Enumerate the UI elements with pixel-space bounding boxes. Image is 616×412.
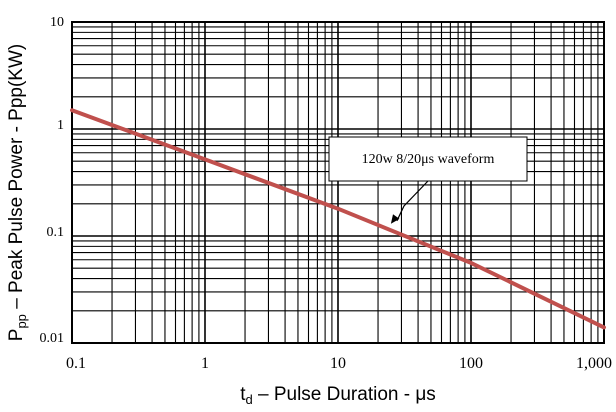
annotation: 120w 8/20μs waveform xyxy=(328,136,528,224)
annotation-arrowhead xyxy=(390,214,400,224)
x-axis-title-main: t xyxy=(240,384,246,405)
y-tick-label: 1 xyxy=(57,118,64,133)
x-tick-label: 10 xyxy=(330,355,346,372)
y-axis-title-rest: – Peak Pulse Power - Ppp(KW) xyxy=(6,44,27,314)
x-axis-title-subscript: d xyxy=(245,392,252,407)
annotation-text: 120w 8/20μs waveform xyxy=(362,152,495,167)
x-axis-title-rest: – Pulse Duration - μs xyxy=(253,384,436,405)
annotation-box xyxy=(328,136,528,182)
x-axis-title: td – Pulse Duration - μs xyxy=(240,384,436,407)
y-tick-label: 0.01 xyxy=(40,331,65,346)
y-tick-label: 0.1 xyxy=(47,225,65,240)
y-axis-title: Ppp – Peak Pulse Power - Ppp(KW) xyxy=(6,44,29,341)
x-tick-label: 1 xyxy=(201,355,209,372)
chart-grid xyxy=(71,22,604,344)
series-layer xyxy=(70,108,606,330)
y-axis-title-subscript: pp xyxy=(14,314,29,328)
x-tick-label: 1,000 xyxy=(576,355,612,372)
x-tick-label: 100 xyxy=(459,355,483,372)
plot-frame xyxy=(71,21,605,344)
y-axis-title-main: P xyxy=(6,329,27,342)
annotation-leader xyxy=(396,180,429,222)
series-line xyxy=(70,108,606,330)
x-tick-label: 0.1 xyxy=(66,355,86,372)
y-tick-label: 10 xyxy=(50,15,64,30)
